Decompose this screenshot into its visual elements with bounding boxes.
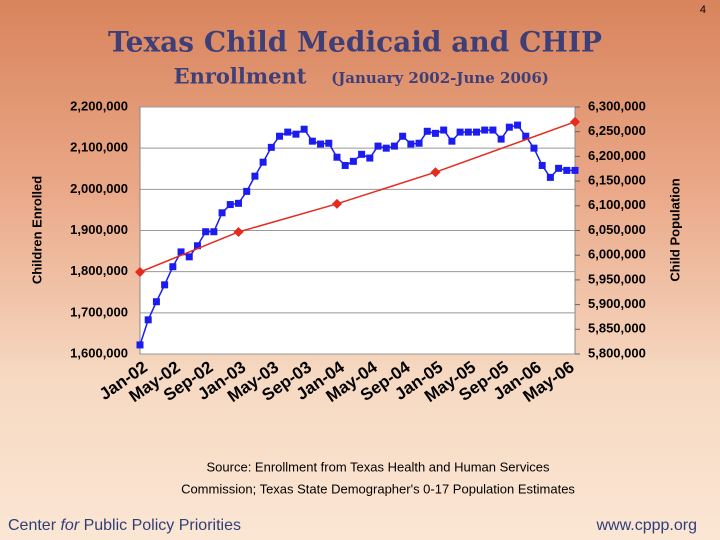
- point: [415, 139, 423, 147]
- point: [267, 143, 275, 151]
- point: [161, 281, 169, 289]
- point: [308, 137, 316, 145]
- source-note: Commission; Texas State Demographer's 0-…: [181, 481, 575, 496]
- y-tick-label: 1,900,000: [70, 222, 128, 237]
- point: [546, 173, 554, 181]
- point: [177, 248, 185, 256]
- y2-tick-label: 6,050,000: [588, 222, 646, 237]
- point: [514, 121, 522, 129]
- point: [135, 266, 145, 277]
- page-number: 4: [700, 4, 706, 16]
- y2-tick-label: 5,900,000: [588, 296, 646, 311]
- point: [464, 128, 472, 136]
- point: [522, 132, 530, 140]
- point: [218, 209, 226, 217]
- y-axis-label: Children Enrolled: [29, 176, 44, 284]
- y2-tick-label: 6,150,000: [588, 173, 646, 188]
- point: [366, 154, 374, 162]
- point: [448, 137, 456, 145]
- point: [563, 166, 571, 174]
- point: [358, 150, 366, 158]
- point: [489, 126, 497, 134]
- series-line: [435, 121, 576, 173]
- point: [300, 125, 308, 133]
- point: [234, 199, 242, 207]
- point: [382, 144, 390, 152]
- chart-title: Texas Child Medicaid and CHIP: [108, 26, 602, 59]
- point: [481, 126, 489, 134]
- y-tick-label: 2,000,000: [70, 181, 128, 196]
- point: [325, 139, 333, 147]
- point: [407, 140, 415, 148]
- series-line: [336, 171, 436, 205]
- y2-tick-label: 5,850,000: [588, 321, 646, 336]
- footer-text: for: [60, 517, 79, 534]
- y2-tick-label: 6,000,000: [588, 247, 646, 262]
- point: [423, 127, 431, 135]
- point: [136, 341, 144, 349]
- point: [259, 158, 267, 166]
- point: [333, 153, 341, 161]
- footer-text: Public Policy Priorities: [79, 517, 241, 534]
- y2-tick-label: 6,200,000: [588, 148, 646, 163]
- source-note: Source: Enrollment from Texas Health and…: [207, 459, 550, 474]
- chart-subtitle: (January 2002-June 2006): [331, 69, 549, 87]
- point: [152, 298, 160, 306]
- footer-org: Center for Public Policy Priorities: [8, 517, 241, 534]
- point: [169, 263, 177, 271]
- point: [431, 129, 439, 137]
- point: [226, 201, 234, 209]
- point: [456, 128, 464, 136]
- point: [243, 187, 251, 195]
- point: [144, 316, 152, 324]
- point: [374, 142, 382, 150]
- point: [505, 123, 513, 131]
- point: [530, 144, 538, 152]
- point: [341, 161, 349, 169]
- y-tick-label: 2,100,000: [70, 140, 128, 155]
- point: [251, 172, 259, 180]
- point: [570, 116, 580, 127]
- footer-text: Center: [8, 517, 60, 534]
- y-tick-label: 2,200,000: [70, 98, 128, 113]
- point: [276, 132, 284, 140]
- series-line: [139, 319, 149, 346]
- point: [210, 228, 218, 236]
- point: [193, 242, 201, 250]
- point: [571, 166, 579, 174]
- y2-tick-label: 5,800,000: [588, 345, 646, 360]
- point: [440, 126, 448, 134]
- series-line: [238, 203, 338, 233]
- point: [538, 161, 546, 169]
- chart-subtitle: Enrollment: [174, 64, 307, 89]
- y2-tick-label: 6,100,000: [588, 197, 646, 212]
- point: [555, 164, 563, 172]
- point: [185, 253, 193, 261]
- point: [473, 128, 481, 136]
- y2-axis-label: Child Population: [667, 178, 682, 281]
- point: [292, 130, 300, 138]
- point: [430, 167, 441, 178]
- series-line: [139, 231, 239, 273]
- y-tick-label: 1,700,000: [70, 304, 128, 319]
- y-tick-label: 1,800,000: [70, 263, 128, 278]
- point: [497, 135, 505, 143]
- y-tick-label: 1,600,000: [70, 345, 128, 360]
- y2-tick-label: 5,950,000: [588, 271, 646, 286]
- point: [390, 142, 398, 150]
- point: [202, 228, 210, 236]
- footer-url: www.cppp.org: [596, 517, 698, 534]
- point: [349, 157, 357, 165]
- point: [284, 128, 292, 136]
- point: [233, 226, 244, 237]
- point: [317, 140, 325, 148]
- point: [331, 198, 342, 209]
- y2-tick-label: 6,300,000: [588, 98, 646, 113]
- point: [399, 132, 407, 140]
- y2-tick-label: 6,250,000: [588, 123, 646, 138]
